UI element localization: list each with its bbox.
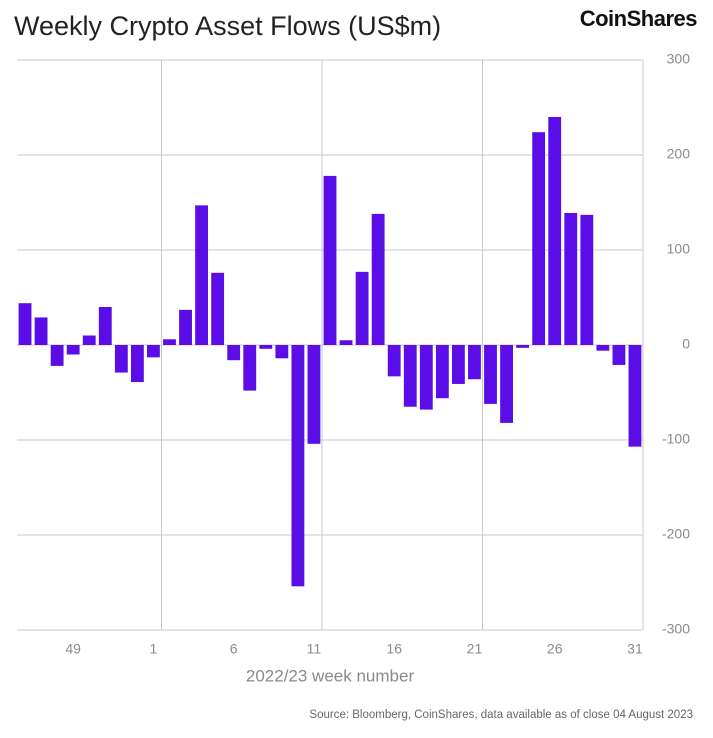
x-tick-label: 6: [230, 641, 238, 657]
bar: [419, 345, 433, 410]
bar: [387, 345, 401, 377]
bar: [516, 345, 530, 348]
y-tick-label: 100: [667, 241, 691, 257]
bar: [66, 345, 80, 355]
x-tick-label: 16: [386, 641, 402, 657]
bar: [355, 271, 369, 345]
bar: [34, 317, 48, 345]
x-tick-label: 49: [65, 641, 81, 657]
y-tick-label: -300: [662, 621, 690, 637]
bar: [580, 214, 594, 345]
bar: [532, 132, 546, 345]
bar: [548, 117, 562, 345]
bar: [596, 345, 610, 351]
bar: [371, 213, 385, 345]
y-tick-label: -100: [662, 431, 690, 447]
bar: [628, 345, 642, 447]
bar: [227, 345, 241, 361]
bar: [484, 345, 497, 404]
bar: [179, 309, 192, 345]
bar: [130, 345, 144, 383]
bar: [307, 345, 321, 444]
bar: [114, 345, 128, 373]
chart-title: Weekly Crypto Asset Flows (US$m): [14, 11, 441, 41]
source-note: Source: Bloomberg, CoinShares, data avai…: [309, 709, 693, 721]
bar: [468, 345, 481, 380]
bar: [147, 345, 160, 358]
bar: [50, 345, 64, 366]
bar: [82, 335, 96, 345]
bar: [323, 175, 337, 345]
bar: [275, 345, 289, 359]
y-tick-label: 200: [667, 146, 691, 162]
bar: [451, 345, 465, 384]
x-tick-label: 11: [307, 641, 322, 657]
x-axis-label: 2022/23 week number: [246, 666, 415, 685]
y-tick-label: 300: [667, 51, 691, 67]
x-tick-label: 31: [627, 641, 643, 657]
bar: [564, 212, 578, 345]
bar: [435, 345, 449, 399]
bar: [243, 345, 257, 391]
y-tick-label: 0: [682, 336, 690, 352]
bar: [500, 345, 513, 423]
bar: [339, 340, 353, 345]
bar: [163, 339, 176, 345]
bar: [259, 345, 273, 349]
brand-logo: CoinShares: [580, 6, 698, 31]
y-tick-label: -200: [662, 526, 690, 542]
bar: [98, 307, 112, 345]
bar: [211, 272, 225, 345]
bar: [403, 345, 417, 407]
bar: [612, 345, 626, 365]
x-tick-label: 26: [547, 641, 563, 657]
x-tick-label: 21: [467, 641, 483, 657]
bar: [195, 205, 209, 345]
x-tick-label: 1: [150, 641, 158, 657]
bar: [291, 345, 305, 587]
bar: [18, 303, 32, 345]
